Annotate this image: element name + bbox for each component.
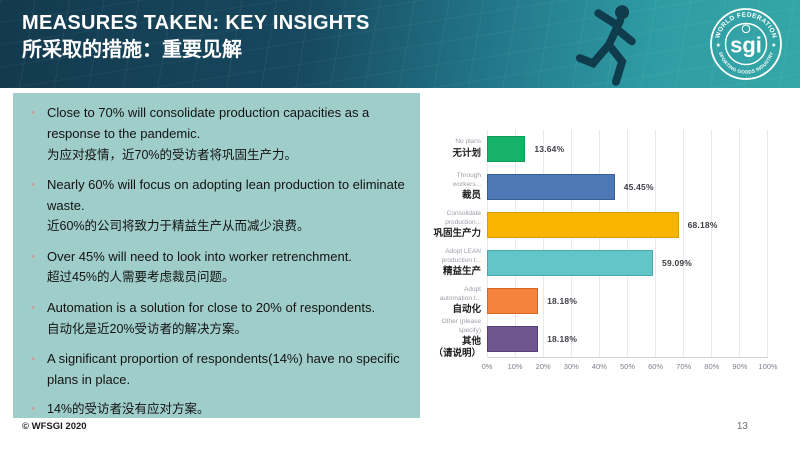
x-axis-tick: 20% [535,362,551,371]
x-axis-tick: 10% [507,362,523,371]
category-label-zh: 其他 （请说明） [433,336,481,360]
bullet-icon: • [31,403,35,416]
bullet-text-zh: 近60%的公司将致力于精益生产从而减少浪费。 [47,219,310,234]
bullet-text-en: A significant proportion of respondents(… [47,350,400,387]
list-item: • 14%的受访者没有应对方案。 [25,399,406,420]
x-axis-tick: 90% [732,362,748,371]
bullet-icon: • [31,178,35,191]
chart-row: No plans 无计划 13.64% [430,130,768,168]
category-label-en: Consolidate production... [445,209,481,226]
bar [487,174,615,200]
logo-star-right-icon: ★ [771,42,776,49]
chart-row: Adopt automation t... 自动化 18.18% [430,282,768,320]
category-label-en: Through workers... [452,171,481,188]
page-title-en: MEASURES TAKEN: KEY INSIGHTS [22,12,370,34]
x-axis: 0% 10% 20% 30% 40% 50% 60% 70% 80% 90% 100% [482,358,778,372]
x-axis-tick: 60% [648,362,664,371]
chart-rows: No plans 无计划 13.64% Through workers... 裁… [430,130,768,360]
bullet-icon: • [31,352,35,365]
category-label-zh: 精益生产 [442,266,481,278]
x-axis-tick: 0% [481,362,493,371]
bullet-text-en: Nearly 60% will focus on adopting lean p… [47,176,405,213]
bar-track: 18.18% [487,320,768,358]
category-label-zh: 巩固生产力 [433,228,481,240]
chart-gridlines [487,130,768,358]
chart-row: Adopt LEAN production t... 精益生产 59.09% [430,244,768,282]
bar [487,326,539,352]
logo-globe-icon [741,24,751,34]
bar-track: 13.64% [487,130,768,168]
bar [487,212,679,238]
chart-row: Through workers... 裁员 45.45% [430,168,768,206]
list-item: • Over 45% will need to look into worker… [25,247,406,289]
category-label-zh: 自动化 [452,304,481,316]
category-label-en: Adopt LEAN production t... [441,247,481,264]
category-label-en: Other (please specify) [441,317,481,334]
bar [487,288,539,314]
runner-image [575,5,636,86]
category-label-en: Adopt automation t... [439,285,481,302]
list-item: • Nearly 60% will focus on adopting lean… [25,175,406,238]
bar-chart: No plans 无计划 13.64% Through workers... 裁… [430,130,778,372]
list-item: • A significant proportion of respondent… [25,349,406,391]
bullet-text-zh: 自动化是近20%受访者的解决方案。 [47,321,248,336]
bar-value-label: 59.09% [662,258,693,268]
bullet-text-en: Close to 70% will consolidate production… [47,105,370,141]
wfsgi-logo: WORLD FEDERATION SPORTING GOODS INDUSTRY… [710,8,782,80]
logo-star-left-icon: ★ [716,42,721,49]
bar-track: 59.09% [487,244,768,282]
category-label-zh: 裁员 [461,190,481,202]
x-axis-tick: 70% [676,362,692,371]
bullet-text-en: Over 45% will need to look into worker r… [47,248,352,264]
insights-list: • Close to 70% will consolidate producti… [25,103,406,421]
bar [487,136,526,162]
x-axis-tick: 100% [758,362,778,371]
insights-panel: • Close to 70% will consolidate producti… [13,93,420,418]
page-title-zh: 所采取的措施：重要见解 [22,39,242,61]
logo-center-text: sgi [730,32,762,57]
slide-header: MEASURES TAKEN: KEY INSIGHTS 所采取的措施：重要见解… [0,0,800,88]
bar-value-label: 18.18% [547,296,578,306]
list-item: • Automation is a solution for close to … [25,298,406,340]
footer-copyright: © WFSGI 2020 [22,421,87,432]
x-axis-tick: 50% [619,362,636,371]
x-axis-tick: 40% [591,362,607,371]
bar-value-label: 45.45% [623,182,654,192]
header-titles: MEASURES TAKEN: KEY INSIGHTS 所采取的措施：重要见解 [22,10,370,64]
bar-value-label: 68.18% [687,220,718,230]
chart-row: Consolidate production... 巩固生产力 68.18% [430,206,768,244]
bar-track: 68.18% [487,206,768,244]
bar-track: 18.18% [487,282,768,320]
bar [487,250,654,276]
bar-value-label: 18.18% [547,334,578,344]
bullet-text-en: Automation is a solution for close to 20… [47,299,376,315]
list-item: • Close to 70% will consolidate producti… [25,103,406,166]
page-number: 13 [736,421,748,432]
bullet-icon: • [31,301,35,314]
chart-row: Other (please specify) 其他 （请说明） 18.18% [430,317,768,360]
bar-track: 45.45% [487,168,768,206]
category-label-en: No plans [455,138,481,146]
bullet-text-zh: 为应对疫情，近70%的受访者将巩固生产力。 [47,147,298,162]
x-axis-tick: 30% [563,362,579,371]
bullet-text-zh: 14%的受访者没有应对方案。 [47,402,210,417]
x-axis-tick: 80% [704,362,720,371]
bullet-icon: • [31,107,35,119]
bar-value-label: 13.64% [534,144,565,154]
category-label-zh: 无计划 [452,147,481,159]
bullet-text-zh: 超过45%的人需要考虑裁员问题。 [47,270,235,285]
bullet-icon: • [31,250,35,263]
